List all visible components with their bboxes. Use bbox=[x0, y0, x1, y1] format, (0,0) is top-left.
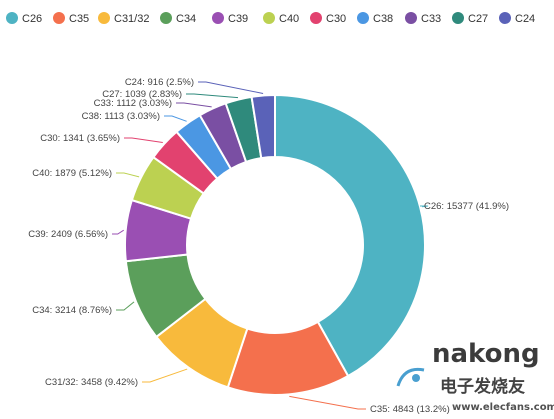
leader-line-c40 bbox=[116, 172, 140, 178]
leader-line-c27 bbox=[186, 93, 239, 99]
legend-label-c40: C40 bbox=[279, 13, 299, 25]
legend-item-c39[interactable]: C39 bbox=[212, 12, 248, 25]
legend-label-c26: C26 bbox=[22, 13, 42, 25]
watermark-url: www.elecfans.com bbox=[452, 402, 554, 413]
watermark: nakong 电子发烧友 www.elecfans.com bbox=[396, 339, 554, 413]
leader-line-c24 bbox=[198, 81, 264, 94]
legend-item-c40[interactable]: C40 bbox=[263, 12, 299, 25]
legend-label-c30: C30 bbox=[326, 13, 346, 25]
leader-line-c26 bbox=[420, 205, 429, 208]
slice-label-c40: C40: 1879 (5.12%) bbox=[32, 168, 112, 179]
legend-marker-c30 bbox=[310, 12, 322, 24]
legend-marker-c39 bbox=[212, 12, 224, 24]
slice-c26[interactable] bbox=[274, 93, 426, 378]
legend-marker-c40 bbox=[263, 12, 275, 24]
legend-item-c34[interactable]: C34 bbox=[160, 12, 196, 25]
label-leader-lines bbox=[112, 81, 429, 410]
legend-marker-c31-32 bbox=[98, 12, 110, 24]
legend-marker-c38 bbox=[357, 12, 369, 24]
watermark-site-name: 电子发烧友 bbox=[440, 376, 525, 397]
slice-label-c26: C26: 15377 (41.9%) bbox=[424, 201, 509, 212]
legend-label-c34: C34 bbox=[176, 13, 196, 25]
slice-label-c34: C34: 3214 (8.76%) bbox=[32, 305, 112, 316]
leader-line-c33 bbox=[176, 102, 212, 108]
legend-label-c27: C27 bbox=[468, 13, 488, 25]
legend-label-c31-32: C31/32 bbox=[114, 13, 149, 25]
leader-line-c39 bbox=[112, 229, 124, 235]
legend-marker-c33 bbox=[405, 12, 417, 24]
leader-line-c34 bbox=[116, 301, 135, 311]
legend-item-c26[interactable]: C26 bbox=[6, 12, 42, 25]
slice-label-c35: C35: 4843 (13.2%) bbox=[370, 404, 450, 415]
legend-item-c24[interactable]: C24 bbox=[499, 12, 535, 25]
legend-label-c39: C39 bbox=[228, 13, 248, 25]
legend-item-c33[interactable]: C33 bbox=[405, 12, 441, 25]
legend-item-c38[interactable]: C38 bbox=[357, 12, 393, 25]
slice-label-c31-32: C31/32: 3458 (9.42%) bbox=[45, 377, 138, 388]
slice-label-c33: C33: 1112 (3.03%) bbox=[94, 98, 172, 109]
legend-marker-c26 bbox=[6, 12, 18, 24]
legend-item-c31-32[interactable]: C31/32 bbox=[98, 12, 149, 25]
slice-labels: C26: 15377 (41.9%) C35: 4843 (13.2%) C31/3… bbox=[28, 77, 509, 415]
slice-label-c24: C24: 916 (2.5%) bbox=[125, 77, 194, 88]
legend-marker-c34 bbox=[160, 12, 172, 24]
leader-line-c31-32 bbox=[142, 368, 188, 383]
slice-label-c27: C27: 1039 (2.83%) bbox=[102, 89, 182, 100]
legend-item-c27[interactable]: C27 bbox=[452, 12, 488, 25]
donut-slices bbox=[124, 93, 426, 396]
slice-label-c39: C39: 2409 (6.56%) bbox=[28, 229, 108, 240]
legend-marker-c35 bbox=[53, 12, 65, 24]
legend-label-c24: C24 bbox=[515, 13, 535, 25]
legend-label-c38: C38 bbox=[373, 13, 393, 25]
slice-label-c30: C30: 1341 (3.65%) bbox=[40, 133, 120, 144]
leader-line-c30 bbox=[124, 137, 163, 143]
legend-item-c35[interactable]: C35 bbox=[53, 12, 89, 25]
slice-label-c38: C38: 1113 (3.03%) bbox=[82, 111, 160, 122]
legend-item-c30[interactable]: C30 bbox=[310, 12, 346, 25]
watermark-brand: nakong bbox=[432, 339, 540, 369]
leader-line-c38 bbox=[164, 115, 187, 122]
slice-c24[interactable] bbox=[250, 93, 276, 160]
elecfans-logo-icon bbox=[396, 367, 425, 387]
legend-label-c35: C35 bbox=[69, 13, 89, 25]
legend-label-c33: C33 bbox=[421, 13, 441, 25]
chart-legend: C26 C35 C31/32 C34 C39 C40 C30 C38 C33 C27 C24 bbox=[6, 12, 535, 25]
legend-marker-c27 bbox=[452, 12, 464, 24]
legend-marker-c24 bbox=[499, 12, 511, 24]
leader-line-c35 bbox=[289, 395, 366, 410]
